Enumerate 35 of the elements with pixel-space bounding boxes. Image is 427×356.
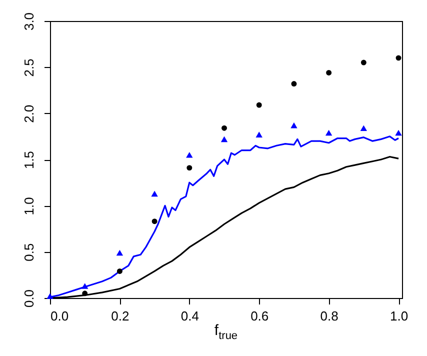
x-tick-label: 0.2 — [111, 308, 130, 324]
point — [256, 132, 262, 138]
x-tick-label: 0.0 — [50, 308, 69, 324]
y-tick-label: 1.0 — [22, 197, 36, 216]
point — [290, 122, 298, 128]
point — [291, 81, 297, 87]
point — [151, 190, 158, 197]
point — [81, 283, 88, 289]
point — [256, 102, 262, 108]
y-tick-label: 0.0 — [22, 289, 36, 308]
point — [360, 125, 368, 132]
point — [152, 218, 158, 224]
point — [222, 125, 227, 131]
point — [325, 130, 332, 136]
point — [46, 293, 54, 300]
point — [82, 290, 88, 296]
x-tick-label: 0.4 — [180, 308, 199, 324]
point — [186, 165, 192, 171]
point — [360, 60, 366, 66]
y-tick-label: 2.5 — [22, 58, 36, 77]
x-tick-label: 0.8 — [320, 308, 338, 324]
y-tick-label: 2.0 — [22, 104, 36, 123]
point — [186, 152, 193, 158]
y-tick-label: 0.5 — [22, 243, 36, 262]
x-tick-label: 0.6 — [250, 308, 269, 324]
point — [395, 130, 402, 136]
point — [220, 136, 228, 142]
point — [396, 55, 402, 61]
y-tick-label: 3.0 — [22, 12, 36, 31]
x-tick-label: 1.0 — [390, 308, 408, 324]
point — [116, 250, 124, 256]
point — [116, 268, 122, 274]
x-axis-title: f$_{true}$ — [213, 322, 239, 342]
y-tick-label: 1.5 — [22, 150, 36, 170]
point — [326, 70, 332, 76]
